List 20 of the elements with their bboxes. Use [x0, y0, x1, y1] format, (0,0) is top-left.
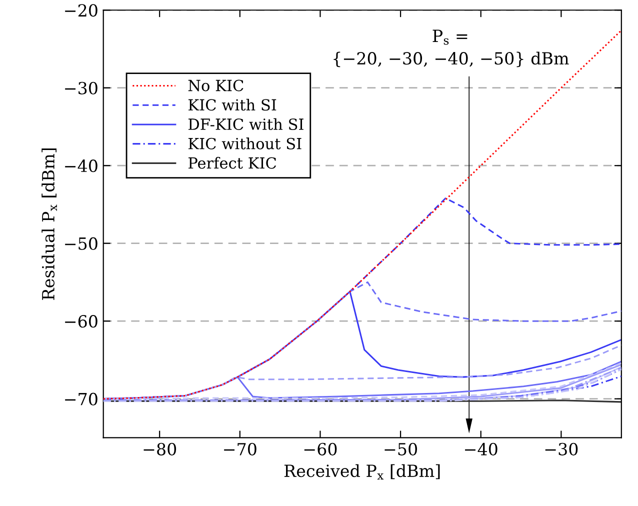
y-tick-label: −30 — [65, 82, 98, 94]
x-tick-label: −40 — [465, 442, 498, 456]
y-tick-label: −40 — [65, 160, 98, 172]
y-tick-label: −70 — [65, 392, 98, 406]
x-tick-label: −50 — [384, 442, 418, 456]
y-tick-label: −20 — [65, 4, 98, 17]
legend-label: KIC with SI — [188, 98, 276, 111]
legend-label: Perfect KIC — [188, 156, 276, 169]
x-axis-title: Received P$_{x}$ [dBm] — [284, 464, 440, 480]
legend-label: DF-KIC with SI — [188, 118, 304, 130]
x-tick-label: −80 — [144, 442, 176, 456]
y-tick-label: −50 — [65, 237, 98, 250]
x-tick-label: −70 — [224, 442, 256, 456]
x-tick-label: −60 — [304, 442, 337, 456]
legend-label: KIC without SI — [188, 138, 302, 150]
x-tick-label: −30 — [545, 442, 578, 456]
y-tick-label: −60 — [65, 315, 98, 328]
annotation: P$_{s}$ = {−20, −30, −40, −50} dBm — [334, 30, 569, 68]
legend-label: No KIC — [188, 80, 244, 92]
y-axis-title: Residual P$_{x}$ [dBm] — [42, 148, 57, 300]
